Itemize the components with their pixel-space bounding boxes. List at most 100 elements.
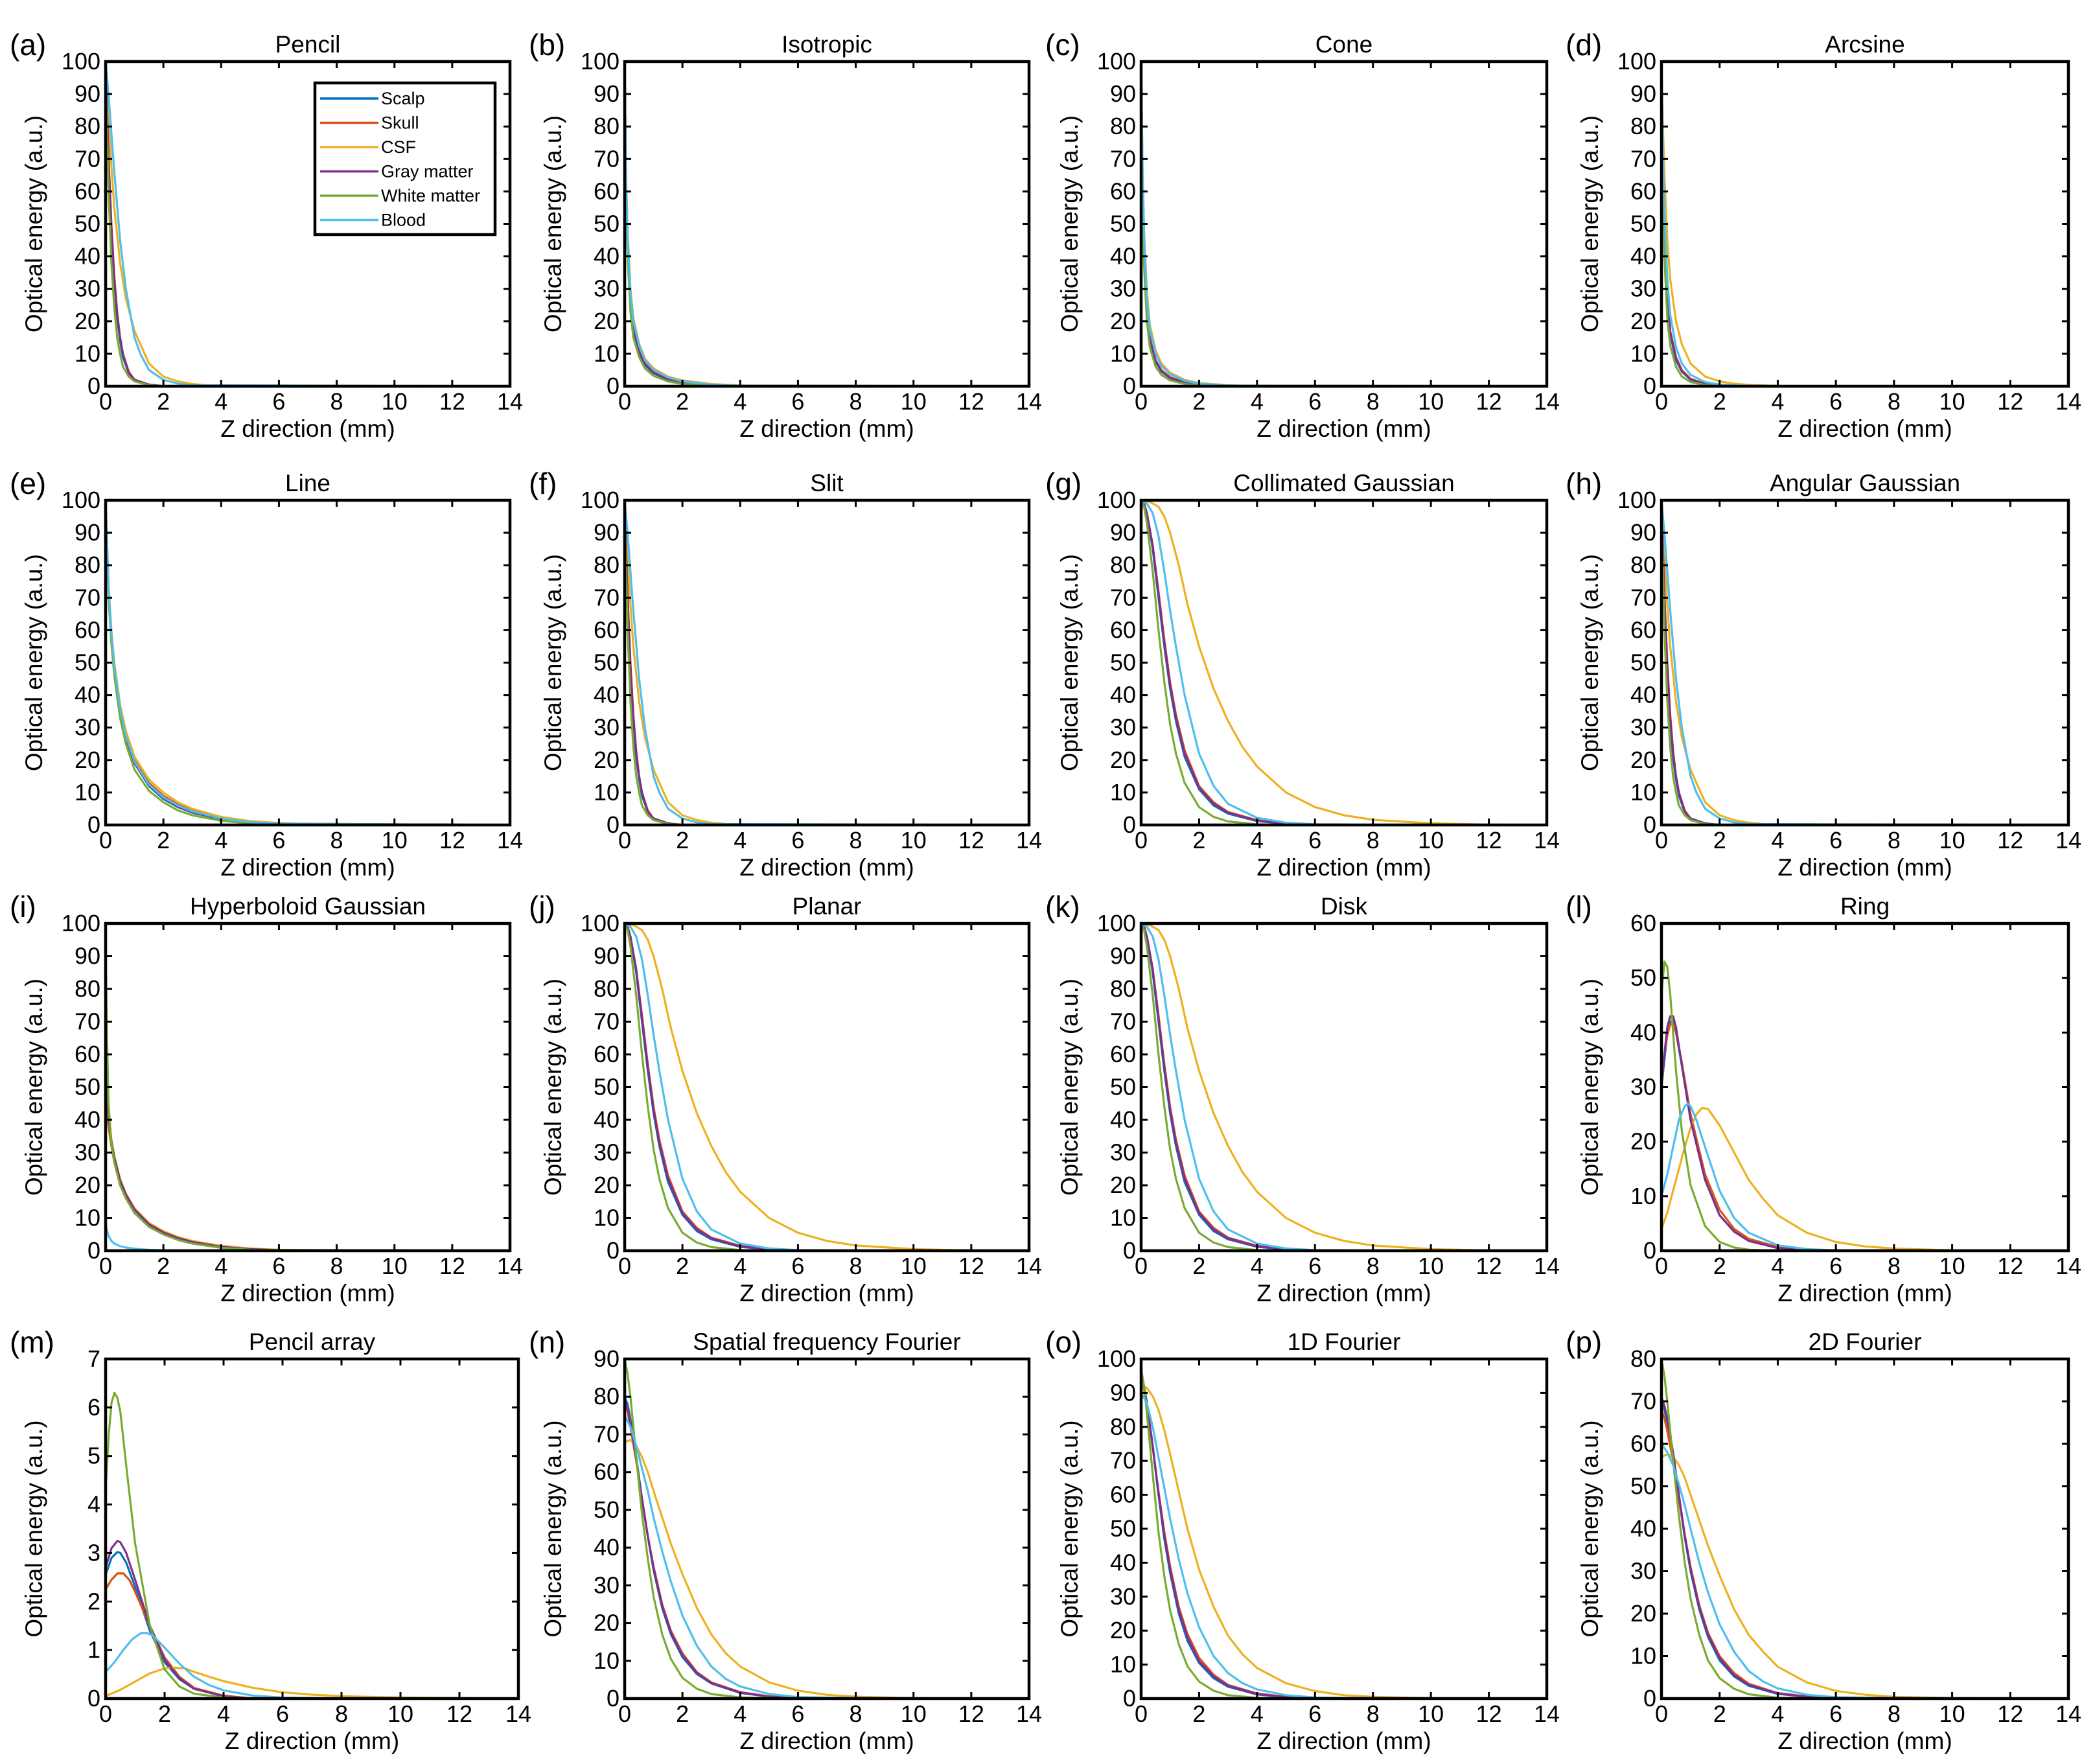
y-axis-label: Optical energy (a.u.) <box>540 554 566 771</box>
y-tick-label: 20 <box>1110 308 1136 334</box>
x-tick-label: 10 <box>1939 388 1965 415</box>
series-line-white-matter <box>1141 923 1547 1251</box>
x-tick-label: 10 <box>1418 1700 1444 1727</box>
x-tick-label: 8 <box>1888 1253 1901 1279</box>
x-tick-label: 4 <box>217 1700 230 1727</box>
panel-letter: (h) <box>1566 467 1602 500</box>
y-tick-label: 80 <box>594 1383 619 1410</box>
y-tick-label: 100 <box>1097 910 1136 936</box>
x-tick-label: 6 <box>1308 1700 1321 1727</box>
y-tick-label: 0 <box>607 811 619 838</box>
y-axis-label: Optical energy (a.u.) <box>21 115 47 332</box>
x-axis-label: Z direction (mm) <box>220 1280 395 1306</box>
y-tick-label: 50 <box>75 211 100 237</box>
panel-letter: (c) <box>1045 28 1080 62</box>
x-tick-label: 8 <box>850 388 862 415</box>
plot-area <box>623 498 1031 827</box>
series-line-gray-matter <box>1661 1396 2068 1699</box>
x-axis-label: Z direction (mm) <box>220 415 395 442</box>
legend-label-blood: Blood <box>381 211 426 230</box>
x-tick-label: 14 <box>505 1700 531 1727</box>
x-tick-label: 4 <box>1251 1253 1264 1279</box>
y-tick-label: 10 <box>1630 340 1656 367</box>
panel-f: 0 2 4 6 8 10 12 14 0 10 20 30 40 50 60 70 80 90 100 Slit (f)… <box>529 467 1042 881</box>
y-tick-label: 20 <box>1630 1600 1656 1627</box>
panel-l: 0 2 4 6 8 10 12 14 0 10 20 30 40 50 60 Ring (l) Z directi… <box>1566 890 2081 1306</box>
x-tick-label: 0 <box>99 388 112 415</box>
series-line-white-matter <box>625 62 1029 386</box>
x-tick-label: 0 <box>1135 388 1148 415</box>
x-axis-label: Z direction (mm) <box>1777 415 1952 442</box>
series-line-white-matter <box>106 1391 518 1699</box>
y-tick-label: 20 <box>75 308 100 334</box>
legend-label-skull: Skull <box>381 113 419 133</box>
y-tick-label: 7 <box>87 1345 100 1372</box>
y-tick-label: 0 <box>607 373 619 399</box>
x-tick-label: 10 <box>1939 827 1965 853</box>
plot-area <box>1139 1357 1549 1700</box>
series-line-scalp <box>625 1395 1029 1699</box>
x-tick-label: 2 <box>1192 827 1205 853</box>
plot-area <box>1660 60 2070 388</box>
x-tick-label: 6 <box>1829 827 1842 853</box>
y-tick-label: 0 <box>87 811 100 838</box>
x-tick-label: 8 <box>1888 827 1901 853</box>
x-tick-label: 8 <box>850 827 862 853</box>
series-line-csf <box>106 1666 518 1699</box>
y-axis-label: Optical energy (a.u.) <box>540 1420 566 1637</box>
panel-g: 0 2 4 6 8 10 12 14 0 10 20 30 40 50 60 70 80 90 100 Collima… <box>1045 467 1560 881</box>
x-tick-label: 14 <box>1534 827 1560 853</box>
y-tick-label: 40 <box>1630 243 1656 270</box>
series-line-white-matter <box>1141 62 1547 386</box>
legend-box <box>313 81 497 237</box>
y-tick-label: 30 <box>1630 1558 1656 1584</box>
series-line-gray-matter <box>1661 500 2068 825</box>
x-tick-label: 2 <box>676 1253 689 1279</box>
series-line-blood <box>1661 1102 2068 1251</box>
y-tick-label: 30 <box>1630 714 1656 741</box>
x-tick-label: 14 <box>1016 827 1042 853</box>
y-tick-label: 40 <box>1110 243 1136 270</box>
x-tick-label: 12 <box>958 1700 984 1727</box>
y-tick-label: 10 <box>1630 1643 1656 1669</box>
x-tick-label: 6 <box>1829 1253 1842 1279</box>
series-line-gray-matter <box>1141 62 1547 386</box>
y-tick-label: 80 <box>75 551 100 578</box>
x-tick-label: 6 <box>791 1253 804 1279</box>
x-tick-label: 6 <box>1829 388 1842 415</box>
series-line-csf <box>1661 515 2068 825</box>
x-tick-label: 12 <box>1997 388 2023 415</box>
panel-title: Collimated Gaussian <box>1233 470 1454 496</box>
y-tick-label: 10 <box>594 1205 619 1231</box>
y-tick-label: 40 <box>1110 1106 1136 1133</box>
x-tick-label: 2 <box>157 388 170 415</box>
y-tick-label: 1 <box>87 1636 100 1663</box>
series-line-scalp <box>1141 500 1547 825</box>
x-tick-label: 10 <box>901 1253 927 1279</box>
y-tick-label: 100 <box>1097 1345 1136 1372</box>
x-tick-label: 14 <box>2055 388 2081 415</box>
panel-letter: (j) <box>529 890 555 923</box>
y-tick-label: 100 <box>62 910 100 936</box>
y-tick-label: 50 <box>75 649 100 676</box>
series-line-scalp <box>625 62 1029 386</box>
y-tick-label: 10 <box>594 340 619 367</box>
y-tick-label: 0 <box>607 1685 619 1712</box>
y-tick-label: 10 <box>75 779 100 806</box>
y-tick-label: 70 <box>594 1421 619 1447</box>
x-tick-label: 2 <box>1192 388 1205 415</box>
panel-k: 0 2 4 6 8 10 12 14 0 10 20 30 40 50 60 70 80 90 100 Disk (k)… <box>1045 890 1560 1306</box>
x-tick-label: 4 <box>1251 1700 1264 1727</box>
x-tick-label: 12 <box>958 1253 984 1279</box>
x-tick-label: 2 <box>1713 388 1726 415</box>
x-tick-label: 4 <box>1771 388 1784 415</box>
y-tick-label: 80 <box>1110 551 1136 578</box>
y-tick-label: 30 <box>75 1139 100 1166</box>
y-tick-label: 90 <box>75 943 100 969</box>
x-tick-label: 8 <box>1367 1253 1380 1279</box>
y-tick-label: 0 <box>1123 1685 1136 1712</box>
y-axis-label: Optical energy (a.u.) <box>1577 979 1603 1196</box>
series-line-blood <box>106 1223 510 1251</box>
y-tick-label: 80 <box>1110 1413 1136 1440</box>
